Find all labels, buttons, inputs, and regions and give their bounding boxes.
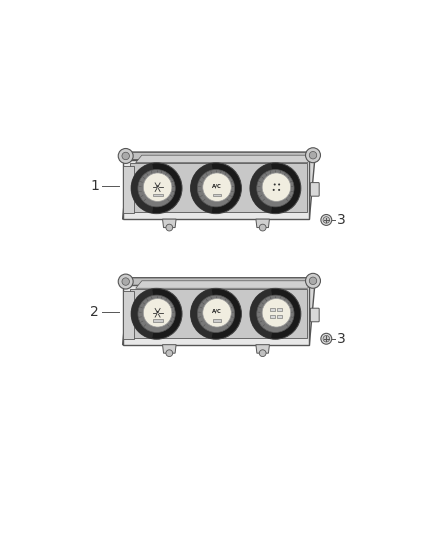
Circle shape <box>203 173 231 201</box>
Circle shape <box>323 217 329 223</box>
Polygon shape <box>123 278 315 345</box>
Text: A/C: A/C <box>212 183 222 188</box>
Bar <box>152 319 162 322</box>
Wedge shape <box>250 163 276 213</box>
Circle shape <box>306 273 321 288</box>
Circle shape <box>309 151 317 159</box>
Bar <box>277 315 282 318</box>
Circle shape <box>278 183 280 185</box>
Circle shape <box>203 298 231 327</box>
Circle shape <box>274 183 276 185</box>
Wedge shape <box>131 163 156 213</box>
Circle shape <box>143 298 172 327</box>
Circle shape <box>306 148 321 163</box>
Circle shape <box>257 295 294 333</box>
Wedge shape <box>191 289 216 339</box>
Circle shape <box>166 224 173 231</box>
Polygon shape <box>123 160 309 219</box>
Bar <box>213 319 221 322</box>
Polygon shape <box>123 285 309 345</box>
FancyBboxPatch shape <box>311 308 319 322</box>
Circle shape <box>191 288 241 340</box>
Wedge shape <box>250 289 276 339</box>
Circle shape <box>262 298 291 327</box>
Circle shape <box>138 295 175 333</box>
Wedge shape <box>131 289 156 339</box>
Circle shape <box>138 169 175 207</box>
Polygon shape <box>130 163 307 212</box>
Circle shape <box>309 277 317 285</box>
Polygon shape <box>162 219 176 228</box>
Polygon shape <box>123 166 134 213</box>
Bar <box>270 308 275 311</box>
Circle shape <box>259 350 266 357</box>
Circle shape <box>197 295 235 333</box>
Circle shape <box>143 173 172 201</box>
Polygon shape <box>123 152 315 160</box>
Circle shape <box>166 350 173 357</box>
Text: 3: 3 <box>336 332 345 346</box>
Circle shape <box>122 278 129 285</box>
Circle shape <box>191 163 241 214</box>
Bar <box>213 193 221 197</box>
Circle shape <box>321 214 332 225</box>
Circle shape <box>262 173 291 201</box>
Wedge shape <box>191 163 216 213</box>
Text: 3: 3 <box>336 213 345 227</box>
Circle shape <box>250 163 301 214</box>
Text: 1: 1 <box>90 179 99 193</box>
Circle shape <box>156 185 159 188</box>
Polygon shape <box>123 152 315 219</box>
Polygon shape <box>162 345 176 353</box>
Circle shape <box>118 149 133 164</box>
Bar <box>152 193 162 197</box>
Polygon shape <box>256 219 269 228</box>
Polygon shape <box>123 278 315 285</box>
Polygon shape <box>256 345 269 353</box>
Polygon shape <box>123 291 134 339</box>
Circle shape <box>156 311 159 313</box>
Circle shape <box>273 189 275 191</box>
Circle shape <box>257 169 294 207</box>
Polygon shape <box>136 281 314 288</box>
Text: 2: 2 <box>90 304 99 319</box>
Circle shape <box>131 288 182 340</box>
Polygon shape <box>130 289 307 337</box>
Circle shape <box>259 224 266 231</box>
Circle shape <box>131 163 182 214</box>
Circle shape <box>321 333 332 344</box>
Circle shape <box>122 152 129 160</box>
Circle shape <box>118 274 133 289</box>
Polygon shape <box>136 155 314 163</box>
Bar <box>270 315 275 318</box>
Circle shape <box>323 335 329 342</box>
Circle shape <box>197 169 235 207</box>
Bar <box>277 308 282 311</box>
FancyBboxPatch shape <box>311 183 319 196</box>
Circle shape <box>250 288 301 340</box>
Circle shape <box>278 189 280 191</box>
Text: A/C: A/C <box>212 309 222 314</box>
